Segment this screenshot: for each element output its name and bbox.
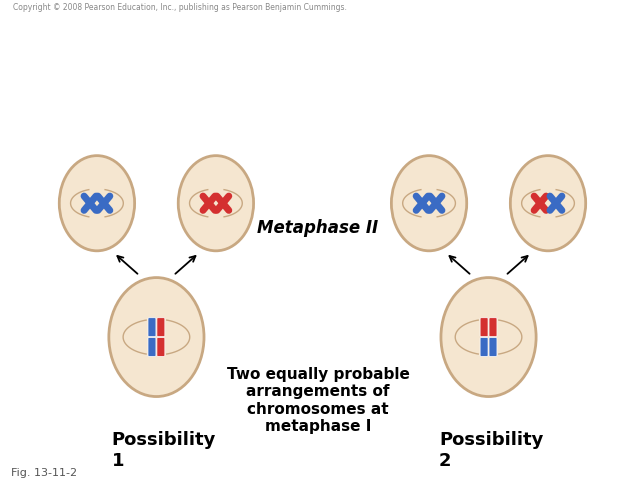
Ellipse shape xyxy=(60,156,134,251)
Ellipse shape xyxy=(510,156,586,251)
FancyBboxPatch shape xyxy=(157,337,165,356)
FancyBboxPatch shape xyxy=(480,337,488,356)
FancyBboxPatch shape xyxy=(480,318,488,336)
Text: Copyright © 2008 Pearson Education, Inc., publishing as Pearson Benjamin Cumming: Copyright © 2008 Pearson Education, Inc.… xyxy=(13,3,346,12)
Text: Fig. 13-11-2: Fig. 13-11-2 xyxy=(11,468,77,478)
Ellipse shape xyxy=(178,156,253,251)
FancyBboxPatch shape xyxy=(489,318,497,336)
FancyBboxPatch shape xyxy=(148,318,156,336)
Text: Possibility
2: Possibility 2 xyxy=(439,431,543,470)
FancyBboxPatch shape xyxy=(148,337,156,356)
Text: Possibility
1: Possibility 1 xyxy=(112,431,216,470)
Ellipse shape xyxy=(441,277,536,396)
Ellipse shape xyxy=(392,156,467,251)
FancyBboxPatch shape xyxy=(157,318,165,336)
FancyBboxPatch shape xyxy=(489,337,497,356)
Ellipse shape xyxy=(109,277,204,396)
Text: Metaphase II: Metaphase II xyxy=(257,219,379,237)
Text: Two equally probable
arrangements of
chromosomes at
metaphase I: Two equally probable arrangements of chr… xyxy=(227,367,410,434)
